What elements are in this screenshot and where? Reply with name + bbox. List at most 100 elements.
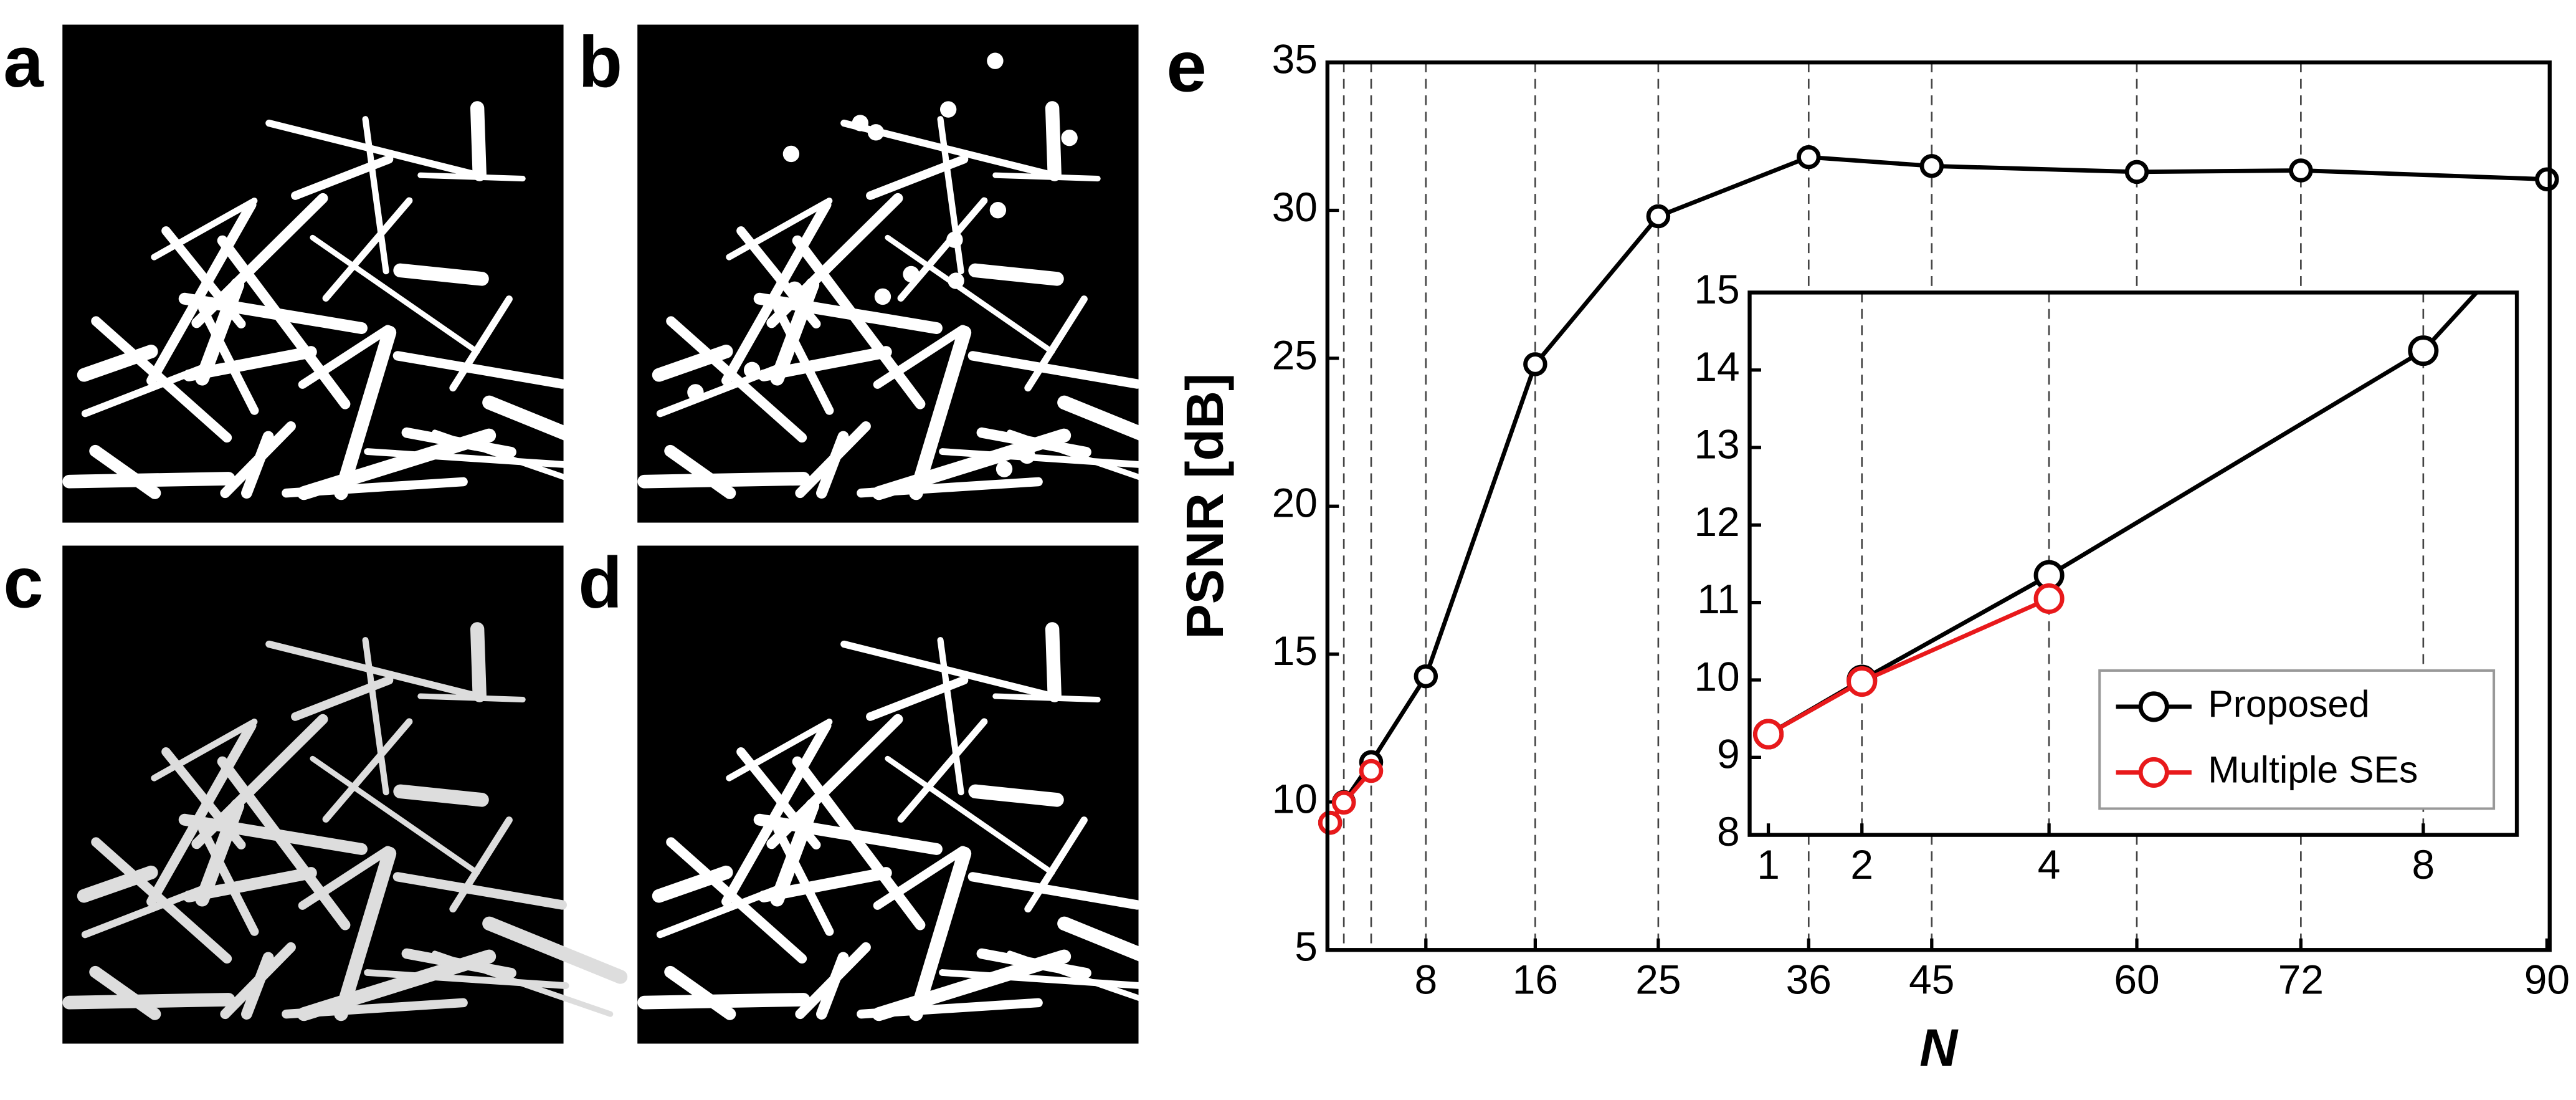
x-tick-label: 1	[1757, 841, 1780, 887]
image-stroke	[482, 916, 628, 984]
image-stroke	[362, 116, 389, 275]
y-tick-label: 20	[1272, 480, 1318, 526]
marker	[2033, 583, 2065, 614]
image-stroke	[364, 448, 569, 469]
image-stroke	[773, 825, 834, 936]
image-stroke	[298, 846, 392, 910]
image-stroke	[1057, 395, 1203, 463]
legend-label: Multiple SEs	[2208, 748, 2418, 790]
x-tick-label: 8	[2412, 841, 2435, 887]
image-dot	[939, 101, 957, 118]
image-stroke	[753, 292, 943, 334]
image-stroke	[872, 949, 1072, 1021]
image-stroke	[909, 325, 972, 500]
image-stroke	[816, 431, 849, 499]
legend-marker	[2138, 691, 2169, 722]
image-stroke	[909, 846, 972, 1021]
image-dot	[867, 124, 885, 141]
image-stroke	[939, 448, 1144, 469]
x-axis-label: N	[1919, 1018, 1959, 1077]
image-stroke	[873, 846, 967, 910]
image-dot	[1061, 130, 1078, 146]
y-tick-label: 10	[1694, 653, 1739, 699]
image-stroke	[81, 365, 205, 418]
image-stroke	[151, 198, 258, 261]
image-stroke	[364, 969, 569, 989]
image-stroke	[393, 263, 489, 286]
image-dot	[1019, 447, 1035, 464]
image-stroke	[392, 872, 567, 910]
image-dot	[874, 288, 891, 305]
image-stroke	[666, 837, 807, 964]
marker	[2124, 160, 2149, 184]
image-stroke	[992, 693, 1101, 703]
image-stroke	[393, 784, 489, 807]
image-stroke	[183, 867, 317, 902]
image-stroke	[178, 292, 368, 334]
image-dot	[946, 231, 963, 248]
image-stroke	[449, 295, 513, 392]
image-dot	[782, 145, 800, 163]
image-dot	[903, 265, 920, 283]
image-stroke	[758, 867, 892, 902]
image-stroke	[726, 198, 833, 261]
image-dot	[743, 361, 761, 379]
image-stroke	[291, 676, 394, 721]
image-stroke	[77, 344, 158, 382]
image-stroke	[470, 101, 487, 181]
image-stroke	[770, 798, 820, 907]
image-stroke	[770, 277, 820, 386]
y-tick-label: 13	[1694, 421, 1739, 467]
image-stroke	[872, 428, 1072, 500]
image-stroke	[217, 756, 351, 930]
marker	[1523, 352, 1547, 376]
panel-label: d	[578, 542, 622, 623]
image-stroke	[322, 718, 413, 823]
image-stroke	[62, 472, 235, 489]
marker	[2289, 158, 2313, 183]
image-stroke	[146, 199, 257, 386]
image-stroke	[897, 718, 988, 823]
image-stroke	[217, 235, 351, 409]
image-stroke	[726, 719, 833, 782]
image-stroke	[753, 813, 943, 855]
image-stroke	[146, 720, 257, 907]
image-stroke	[334, 846, 397, 1021]
panel-label: a	[3, 21, 44, 102]
image-stroke	[282, 477, 468, 498]
image-stroke	[866, 155, 969, 200]
image-stroke	[310, 755, 480, 876]
legend-marker	[2138, 757, 2169, 788]
image-stroke	[183, 346, 317, 381]
image-stroke	[291, 155, 394, 200]
image-stroke	[282, 998, 468, 1019]
series-layer	[1318, 145, 2559, 835]
image-stroke	[637, 472, 810, 489]
image-stroke	[151, 719, 258, 782]
image-stroke	[866, 676, 969, 721]
image-stroke	[666, 316, 807, 443]
image-dot	[852, 115, 868, 132]
panel-label: e	[1166, 26, 1207, 107]
marker	[1919, 154, 1944, 178]
image-dot	[987, 52, 1004, 69]
image-stroke	[885, 755, 1055, 876]
image-stroke	[417, 693, 526, 703]
x-tick-label: 25	[1635, 956, 1681, 1002]
image-stroke	[721, 720, 832, 907]
image-stroke	[298, 325, 392, 389]
image-stroke	[968, 784, 1064, 807]
image-stroke	[1045, 101, 1062, 181]
image-stroke	[482, 395, 628, 463]
y-tick-label: 11	[1697, 576, 1739, 622]
legend-box	[2098, 669, 2496, 810]
image-stroke	[198, 825, 259, 936]
image-stroke	[656, 886, 780, 939]
image-stroke	[334, 325, 397, 500]
y-tick-label: 9	[1717, 731, 1740, 777]
image-stroke	[937, 637, 964, 796]
image-stroke	[77, 865, 158, 903]
image-stroke	[1045, 622, 1062, 702]
marker	[1359, 758, 1384, 783]
